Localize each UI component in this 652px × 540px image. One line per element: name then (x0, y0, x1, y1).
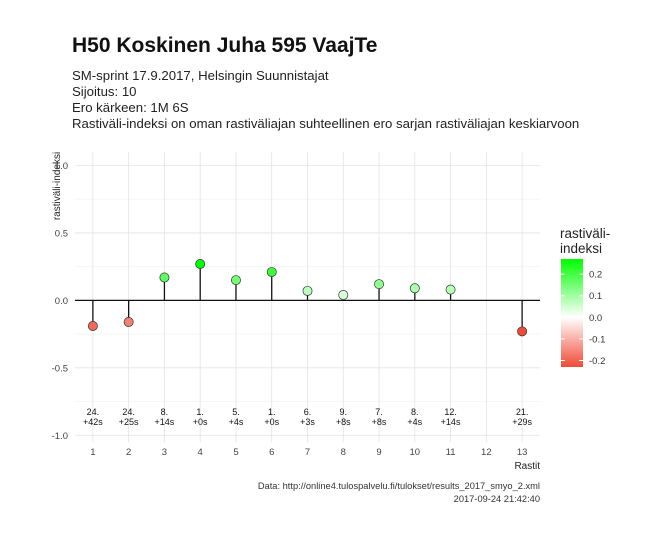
point-diff-label: +25s (119, 417, 139, 427)
point-rank-label: 5. (232, 407, 240, 417)
x-tick-label: 11 (446, 447, 456, 458)
legend-tick-label: 0.0 (589, 313, 602, 324)
data-point (87, 321, 98, 331)
point-rank-label: 12. (444, 407, 457, 417)
y-tick-label: 1.0 (55, 161, 68, 172)
data-point (159, 272, 170, 283)
point-diff-label: +4s (407, 417, 422, 427)
y-axis-label: rastiväli-indeksi (52, 152, 63, 220)
axes: rastiväli-indeksi Rastit 1.0 0.5 0.0 -0.5 -1… (52, 152, 541, 472)
legend-colorbar (561, 259, 583, 367)
legend-tick-label: -0.1 (589, 334, 605, 345)
chart-title: H50 Koskinen Juha 595 VaajTe (72, 34, 378, 57)
x-tick-label: 8 (341, 447, 346, 458)
legend-ticks: 0.2 0.1 0.0 -0.1 -0.2 (561, 270, 605, 367)
x-tick-label: 3 (162, 447, 167, 458)
x-tick-label: 5 (233, 447, 238, 458)
x-axis-label: Rastit (514, 461, 540, 472)
point-rank-label: 8. (411, 407, 419, 417)
point-rank-label: 1. (196, 407, 204, 417)
x-tick-label: 10 (410, 447, 421, 458)
legend-title-line1: rastiväli- (560, 226, 610, 241)
data-point (445, 284, 456, 295)
chart-subtitle-2: Sijoitus: 10 (72, 84, 137, 99)
point-rank-label: 7. (375, 407, 383, 417)
point-diff-label: +4s (229, 417, 244, 427)
chart-subtitle-4: Rastiväli-indeksi on oman rastiväliajan … (72, 116, 580, 131)
y-tick-label: 0.5 (55, 228, 68, 239)
data-point (374, 279, 384, 290)
legend: rastiväli- indeksi 0.2 0.1 0.0 -0.1 -0.2 (560, 226, 610, 367)
data-point (517, 326, 528, 337)
point-diff-label: +3s (300, 417, 315, 427)
y-tick-label: -0.5 (52, 363, 68, 374)
point-diff-label: +8s (372, 417, 387, 427)
data-point (302, 285, 313, 296)
data-point (231, 275, 241, 286)
points (87, 259, 528, 337)
x-tick-label: 4 (198, 447, 203, 458)
point-rank-label: 24. (122, 407, 135, 417)
legend-tick-label: 0.2 (589, 270, 602, 281)
chart-subtitle-1: SM-sprint 17.9.2017, Helsingin Suunnista… (72, 68, 329, 83)
point-diff-label: +14s (155, 417, 175, 427)
data-point (409, 283, 420, 294)
point-diff-label: +8s (336, 417, 351, 427)
data-point (338, 290, 349, 300)
x-tick-label: 12 (481, 447, 492, 458)
point-labels: 24.+42s24.+25s8.+14s1.+0s5.+4s1.+0s6.+3s… (83, 407, 532, 427)
caption-timestamp: 2017-09-24 21:42:40 (454, 494, 540, 504)
legend-title-line2: indeksi (560, 241, 602, 256)
data-point (123, 317, 134, 327)
x-tick-label: 9 (376, 447, 381, 458)
x-tick-label: 1 (90, 447, 95, 458)
point-rank-label: 9. (340, 407, 348, 417)
point-rank-label: 21. (516, 407, 529, 417)
legend-tick-label: 0.1 (589, 291, 602, 302)
point-rank-label: 8. (161, 407, 169, 417)
caption-source: Data: http://online4.tulospalvelu.fi/tul… (258, 481, 540, 491)
x-tick-label: 7 (305, 447, 310, 458)
point-diff-label: +0s (264, 417, 279, 427)
point-diff-label: +42s (83, 417, 103, 427)
point-rank-label: 24. (87, 407, 100, 417)
point-rank-label: 1. (268, 407, 276, 417)
point-diff-label: +14s (441, 417, 461, 427)
point-rank-label: 6. (304, 407, 312, 417)
point-diff-label: +29s (512, 417, 532, 427)
data-point (266, 267, 277, 277)
data-point (195, 259, 206, 269)
x-tick-label: 2 (126, 447, 131, 458)
chart-subtitle-3: Ero kärkeen: 1M 6S (72, 100, 189, 115)
legend-tick-label: -0.2 (589, 356, 605, 367)
y-tick-label: 0.0 (55, 296, 68, 307)
point-diff-label: +0s (193, 417, 208, 427)
x-tick-label: 13 (517, 447, 528, 458)
y-tick-label: -1.0 (52, 431, 68, 442)
x-tick-label: 6 (269, 447, 274, 458)
